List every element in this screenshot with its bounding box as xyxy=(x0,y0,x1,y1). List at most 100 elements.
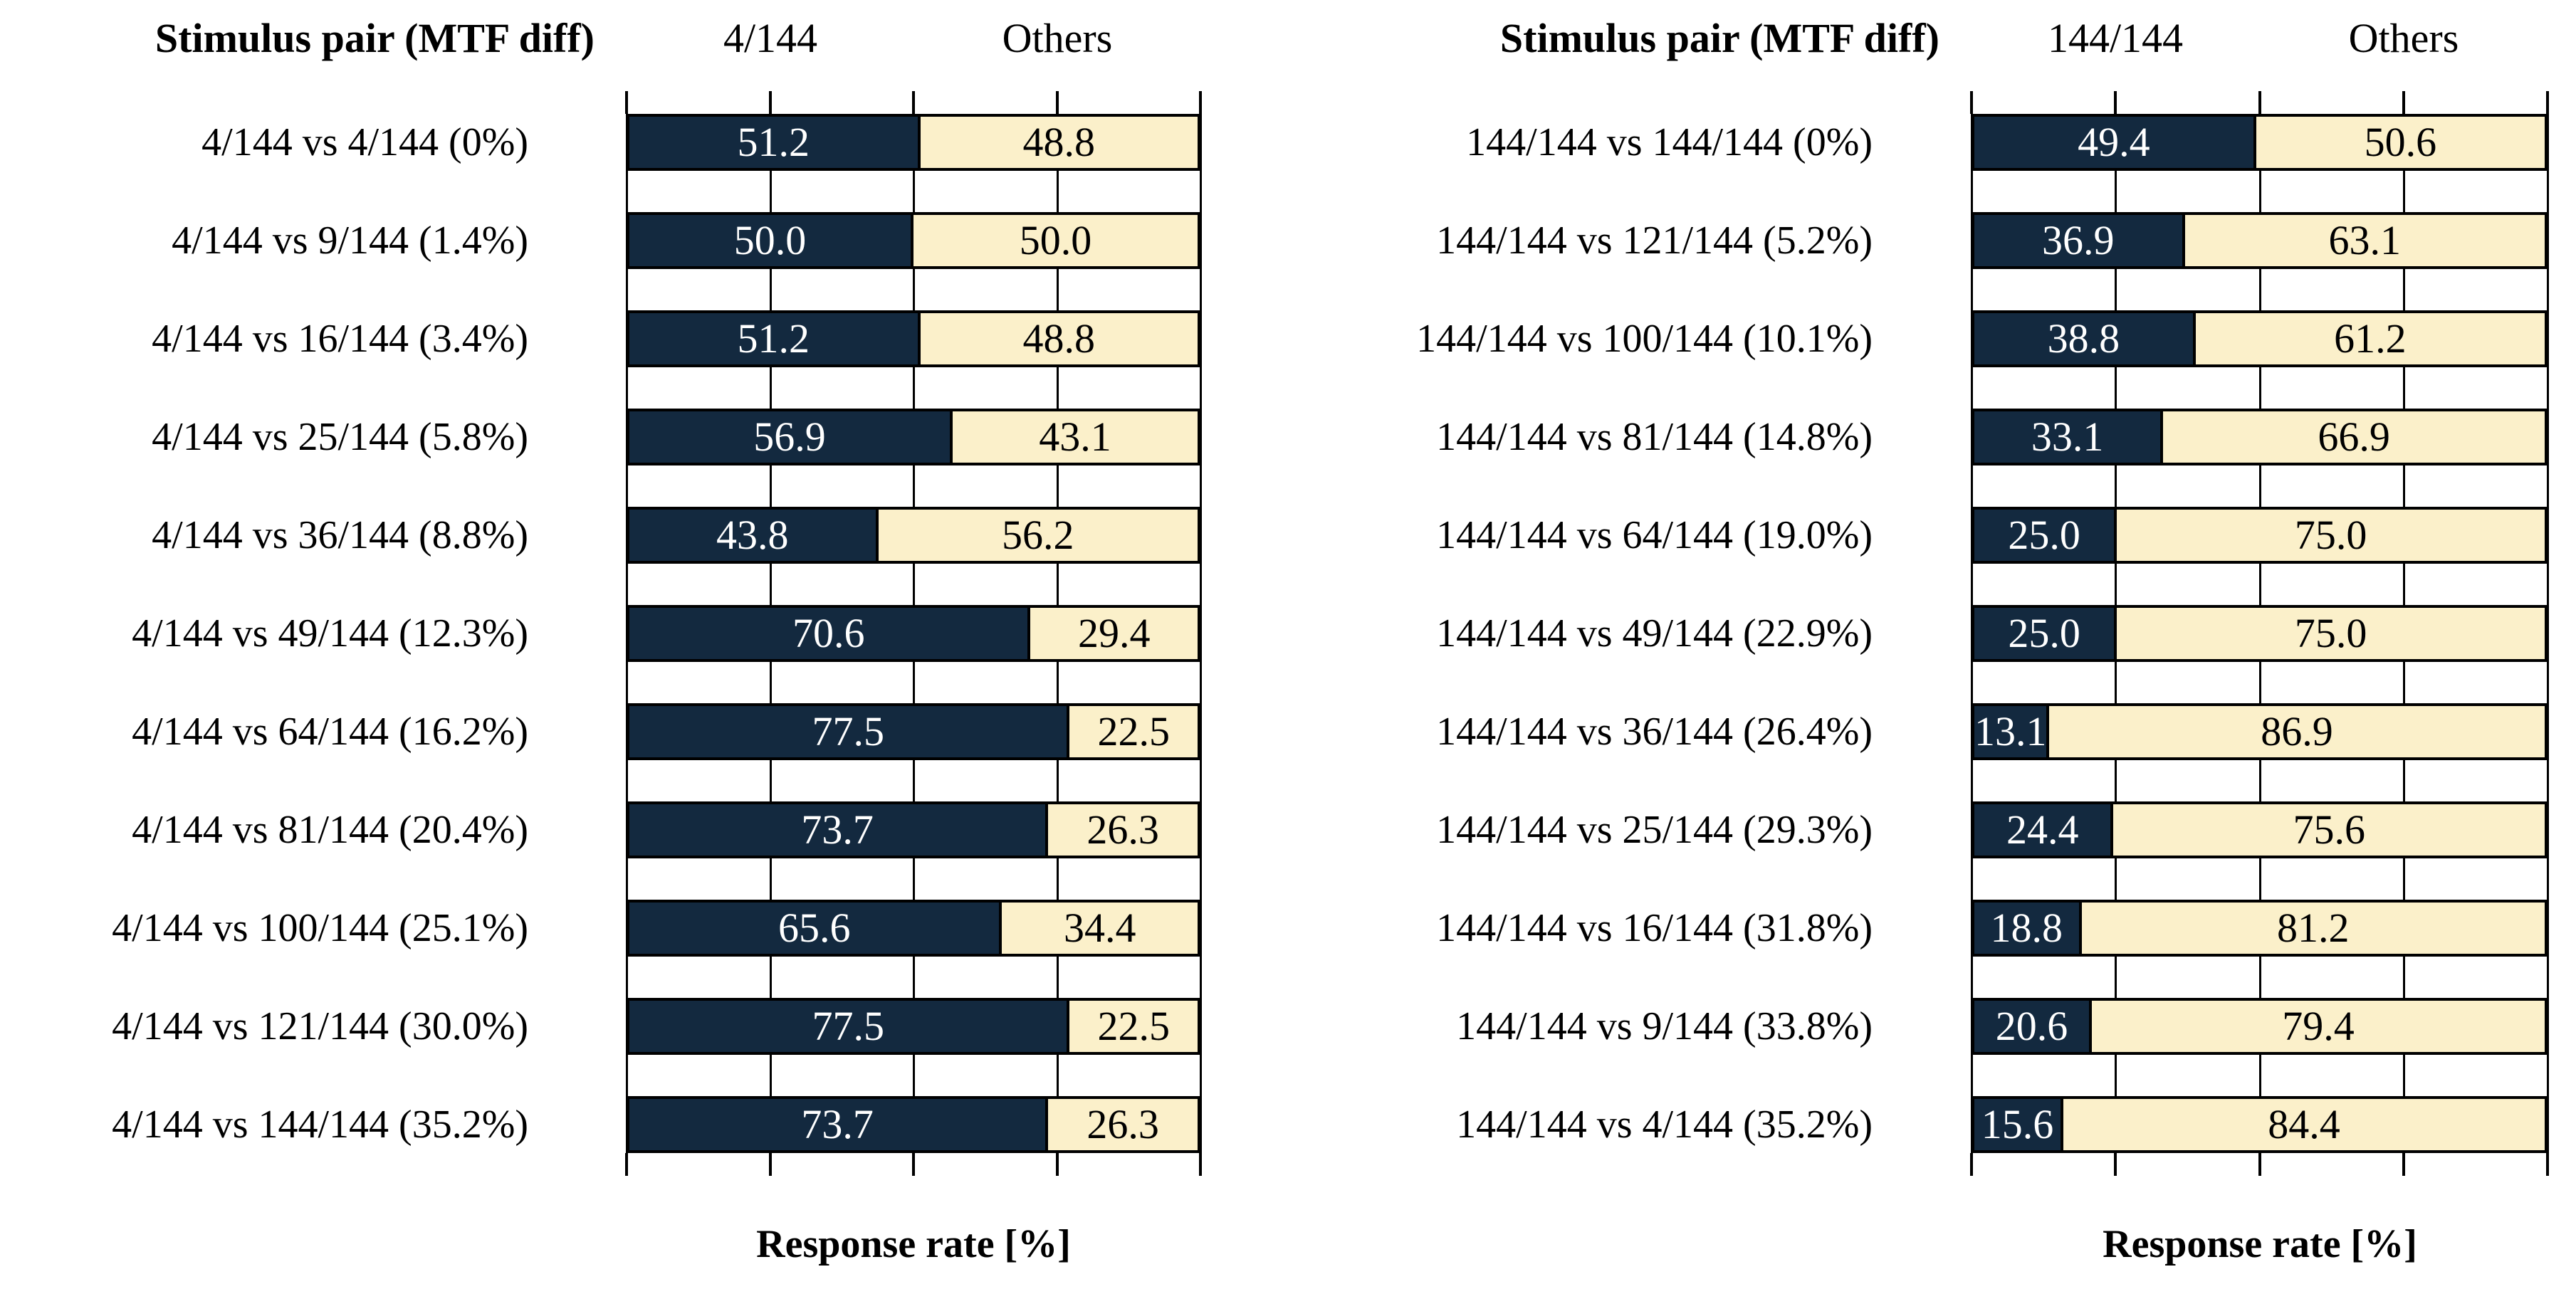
axis-tick-top-25 xyxy=(2114,91,2117,114)
bar-row: 73.7 26.3 xyxy=(627,1096,1200,1153)
column-header-others: Others xyxy=(1002,15,1113,61)
gridline-100 xyxy=(2547,114,2549,1153)
bar-segment-others: 81.2 xyxy=(2081,903,2545,954)
row-label: 144/144 vs 16/144 (31.8%) xyxy=(1436,906,1873,950)
bar-segment-key: 70.6 xyxy=(629,608,1031,659)
bar-row: 20.6 79.4 xyxy=(1972,998,2548,1055)
bar-row: 49.4 50.6 xyxy=(1972,114,2548,171)
axis-tick-top-100 xyxy=(1199,91,1202,114)
bar-segment-key: 15.6 xyxy=(1974,1099,2063,1150)
bar-segment-key: 25.0 xyxy=(1974,608,2117,659)
axis-tick-bottom-75 xyxy=(1056,1153,1059,1176)
axis-tick-top-100 xyxy=(2546,91,2549,114)
bar-segment-key: 51.2 xyxy=(629,117,921,168)
row-label: 144/144 vs 49/144 (22.9%) xyxy=(1436,611,1873,656)
bar-segment-others: 22.5 xyxy=(1069,1001,1198,1052)
axis-tick-bottom-25 xyxy=(2114,1153,2117,1176)
bar-segment-others: 26.3 xyxy=(1048,1099,1198,1150)
bar-segment-key: 73.7 xyxy=(629,1099,1049,1150)
bar-segment-others: 34.4 xyxy=(1002,903,1198,954)
bar-segment-others: 61.2 xyxy=(2195,313,2545,364)
bar-segment-others: 84.4 xyxy=(2063,1099,2545,1150)
bar-segment-key: 25.0 xyxy=(1974,510,2117,561)
bar-row: 51.2 48.8 xyxy=(627,310,1200,367)
bar-segment-others: 86.9 xyxy=(2048,706,2545,757)
row-label: 144/144 vs 121/144 (5.2%) xyxy=(1436,219,1873,263)
axis-tick-bottom-50 xyxy=(912,1153,915,1176)
bar-segment-key: 43.8 xyxy=(629,510,879,561)
bar-segment-key: 13.1 xyxy=(1974,706,2049,757)
bar-segment-key: 18.8 xyxy=(1974,903,2082,954)
row-label: 144/144 vs 81/144 (14.8%) xyxy=(1436,415,1873,459)
bar-segment-key: 77.5 xyxy=(629,706,1070,757)
axis-tick-top-0 xyxy=(625,91,628,114)
axis-tick-top-75 xyxy=(1056,91,1059,114)
bar-row: 50.0 50.0 xyxy=(627,212,1200,269)
row-label: 144/144 vs 25/144 (29.3%) xyxy=(1436,808,1873,852)
bar-segment-others: 66.9 xyxy=(2163,411,2545,463)
bar-row: 36.9 63.1 xyxy=(1972,212,2548,269)
row-label: 144/144 vs 4/144 (35.2%) xyxy=(1456,1103,1873,1147)
bar-row: 70.6 29.4 xyxy=(627,605,1200,662)
axis-tick-bottom-75 xyxy=(2402,1153,2405,1176)
bar-row: 15.6 84.4 xyxy=(1972,1096,2548,1153)
bar-row: 77.5 22.5 xyxy=(627,703,1200,760)
bar-segment-others: 50.6 xyxy=(2256,117,2545,168)
axis-tick-bottom-25 xyxy=(769,1153,772,1176)
bar-segment-key: 36.9 xyxy=(1974,215,2185,266)
row-label: 4/144 vs 36/144 (8.8%) xyxy=(152,513,528,557)
bar-row: 73.7 26.3 xyxy=(627,801,1200,858)
bar-row: 77.5 22.5 xyxy=(627,998,1200,1055)
bar-segment-others: 43.1 xyxy=(953,411,1198,463)
x-axis-label: Response rate [%] xyxy=(2103,1222,2417,1266)
bar-segment-key: 24.4 xyxy=(1974,804,2114,856)
row-label: 4/144 vs 64/144 (16.2%) xyxy=(132,710,528,754)
bar-row: 25.0 75.0 xyxy=(1972,605,2548,662)
bar-row: 25.0 75.0 xyxy=(1972,507,2548,564)
bar-segment-others: 79.4 xyxy=(2092,1001,2545,1052)
row-label: 144/144 vs 9/144 (33.8%) xyxy=(1456,1004,1873,1048)
row-label: 4/144 vs 16/144 (3.4%) xyxy=(152,317,528,361)
bar-row: 65.6 34.4 xyxy=(627,900,1200,957)
bar-row: 18.8 81.2 xyxy=(1972,900,2548,957)
bar-row: 43.8 56.2 xyxy=(627,507,1200,564)
bar-segment-key: 56.9 xyxy=(629,411,953,463)
gridline-100 xyxy=(1200,114,1202,1153)
bar-row: 51.2 48.8 xyxy=(627,114,1200,171)
row-label: 144/144 vs 36/144 (26.4%) xyxy=(1436,710,1873,754)
row-label: 144/144 vs 144/144 (0%) xyxy=(1466,120,1873,164)
axis-tick-top-75 xyxy=(2402,91,2405,114)
bar-segment-others: 50.0 xyxy=(913,215,1198,266)
bar-row: 33.1 66.9 xyxy=(1972,409,2548,465)
bar-segment-others: 75.6 xyxy=(2113,804,2545,856)
bar-segment-others: 26.3 xyxy=(1048,804,1198,856)
bar-segment-key: 33.1 xyxy=(1974,411,2164,463)
axis-tick-bottom-0 xyxy=(625,1153,628,1176)
bar-row: 56.9 43.1 xyxy=(627,409,1200,465)
axis-tick-top-25 xyxy=(769,91,772,114)
bar-segment-key: 50.0 xyxy=(629,215,913,266)
row-label: 4/144 vs 100/144 (25.1%) xyxy=(112,906,528,950)
axis-tick-bottom-0 xyxy=(1970,1153,1973,1176)
axis-tick-top-50 xyxy=(912,91,915,114)
row-label: 4/144 vs 81/144 (20.4%) xyxy=(132,808,528,852)
row-label: 4/144 vs 9/144 (1.4%) xyxy=(172,219,528,263)
row-label: 4/144 vs 121/144 (30.0%) xyxy=(112,1004,528,1048)
row-label: 144/144 vs 100/144 (10.1%) xyxy=(1416,317,1873,361)
row-label: 4/144 vs 4/144 (0%) xyxy=(201,120,528,164)
bar-row: 24.4 75.6 xyxy=(1972,801,2548,858)
bar-segment-key: 73.7 xyxy=(629,804,1049,856)
axis-tick-bottom-100 xyxy=(1199,1153,1202,1176)
bar-segment-others: 48.8 xyxy=(920,313,1198,364)
x-axis-label: Response rate [%] xyxy=(756,1222,1071,1266)
axis-tick-top-50 xyxy=(2258,91,2261,114)
row-label: 4/144 vs 49/144 (12.3%) xyxy=(132,611,528,656)
bar-segment-key: 20.6 xyxy=(1974,1001,2092,1052)
column-header-others: Others xyxy=(2348,15,2459,61)
bar-row: 38.8 61.2 xyxy=(1972,310,2548,367)
row-label: 4/144 vs 144/144 (35.2%) xyxy=(112,1103,528,1147)
axis-tick-bottom-50 xyxy=(2258,1153,2261,1176)
